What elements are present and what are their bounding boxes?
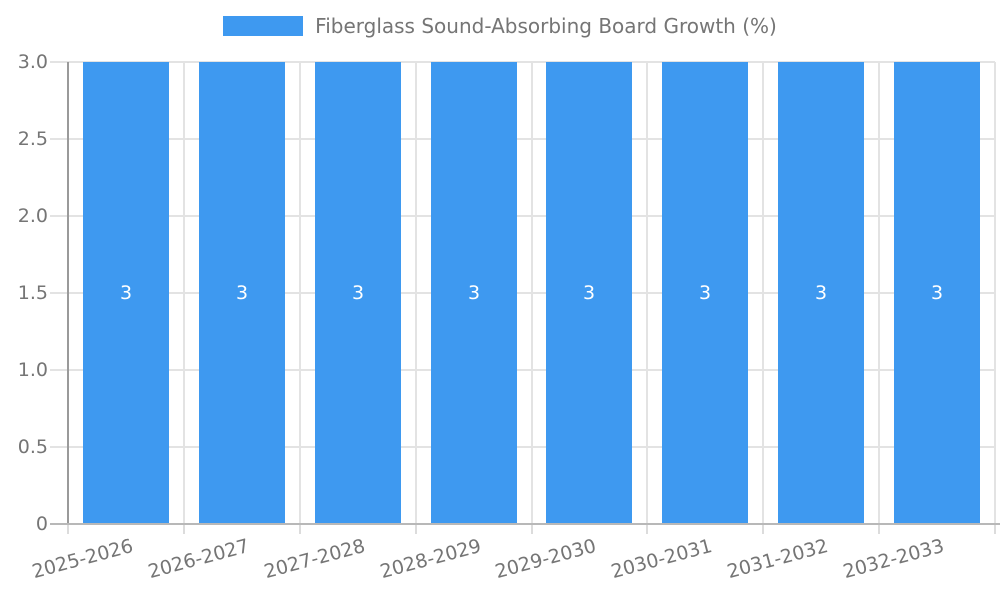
x-axis-tick [299, 524, 301, 534]
x-axis-label: 2030-2031 [609, 534, 715, 584]
bar[interactable] [546, 62, 632, 524]
legend: Fiberglass Sound-Absorbing Board Growth … [0, 14, 1000, 38]
y-axis-label: 1.5 [17, 282, 48, 304]
x-axis-tick [878, 524, 880, 534]
x-gridline [415, 62, 417, 524]
bar[interactable] [778, 62, 864, 524]
bar[interactable] [83, 62, 169, 524]
bar-value-label: 3 [930, 282, 944, 304]
x-axis-label: 2028-2029 [378, 534, 484, 584]
x-axis-label: 2025-2026 [30, 534, 136, 584]
y-axis-label: 0 [35, 513, 48, 535]
bar-value-label: 3 [235, 282, 249, 304]
y-gridline [50, 292, 995, 294]
x-axis-tick [646, 524, 648, 534]
legend-swatch-icon [223, 16, 304, 36]
bar-value-label: 3 [119, 282, 133, 304]
y-gridline [50, 138, 995, 140]
bar[interactable] [431, 62, 517, 524]
bar[interactable] [315, 62, 401, 524]
y-axis-line [67, 62, 69, 524]
y-axis-label: 2.0 [17, 205, 48, 227]
y-gridline [50, 215, 995, 217]
x-axis-tick [183, 524, 185, 534]
x-gridline [299, 62, 301, 524]
y-axis-label: 1.0 [17, 359, 48, 381]
x-axis-label: 2032-2033 [841, 534, 947, 584]
legend-item[interactable]: Fiberglass Sound-Absorbing Board Growth … [223, 14, 777, 38]
bar[interactable] [894, 62, 980, 524]
bar-value-label: 3 [467, 282, 481, 304]
y-gridline [50, 446, 995, 448]
bar-value-label: 3 [814, 282, 828, 304]
x-axis-label: 2031-2032 [725, 534, 831, 584]
x-axis-tick [67, 524, 69, 534]
x-axis-label: 2029-2030 [493, 534, 599, 584]
legend-label: Fiberglass Sound-Absorbing Board Growth … [315, 14, 777, 38]
x-gridline [994, 62, 996, 524]
x-axis-tick [994, 524, 996, 534]
bar-value-label: 3 [698, 282, 712, 304]
bar-value-label: 3 [351, 282, 365, 304]
x-axis-tick [762, 524, 764, 534]
y-axis-label: 2.5 [17, 128, 48, 150]
x-axis-label: 2026-2027 [146, 534, 252, 584]
x-gridline [646, 62, 648, 524]
bar-value-label: 3 [582, 282, 596, 304]
x-gridline [878, 62, 880, 524]
bar[interactable] [662, 62, 748, 524]
x-axis-tick [415, 524, 417, 534]
y-axis-label: 0.5 [17, 436, 48, 458]
x-gridline [531, 62, 533, 524]
y-gridline [50, 369, 995, 371]
x-axis-tick [531, 524, 533, 534]
x-gridline [183, 62, 185, 524]
x-axis-line [50, 523, 1000, 525]
x-gridline [762, 62, 764, 524]
y-gridline [50, 61, 995, 63]
x-axis-label: 2027-2028 [262, 534, 368, 584]
bar[interactable] [199, 62, 285, 524]
y-axis-label: 3.0 [17, 51, 48, 73]
